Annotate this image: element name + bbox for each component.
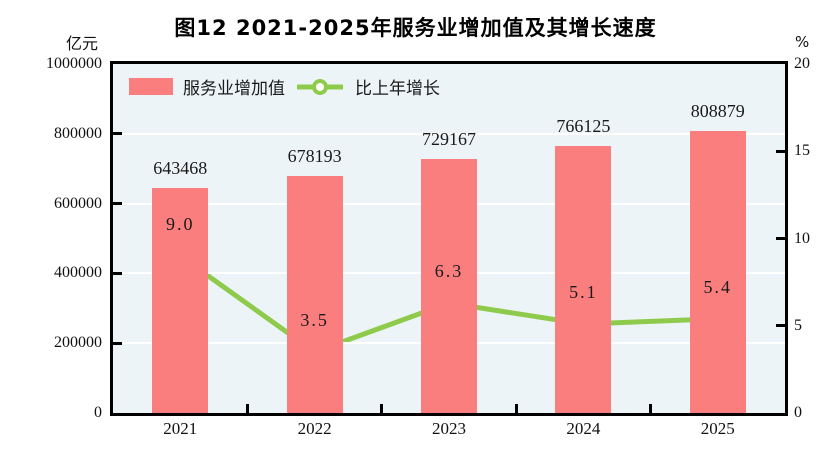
growth-value-label-2024: 5.1 [569,282,598,302]
growth-value-label-2022: 3.5 [300,309,329,330]
plot-area: 服务业增加值 比上年增长 643468 9.0 678193 3.5 729167 6.3… [110,61,788,416]
bar-value-label-2022: 678193 [287,146,342,167]
x-axis-label-2023: 2023 [432,419,466,438]
chart-title: 图12 2021-2025年服务业增加值及其增长速度 [174,16,657,40]
growth-value-label-2021: 9.0 [165,213,195,234]
legend-bar-swatch [129,78,173,95]
legend: 服务业增加值 比上年增长 [129,74,440,99]
bar-2025 [689,130,746,413]
bar-2023 [421,158,477,413]
left-axis-tickmark [113,271,122,275]
legend-label-line-series: 比上年增长 [355,79,440,99]
left-axis-tick-1000000: 1000000 [46,55,102,72]
growth-value-label-2023: 6.3 [434,261,464,282]
bar-value-label-2025: 808879 [690,100,745,121]
right-axis-tickmark [776,324,785,328]
right-axis-tick-0: 0 [794,404,802,421]
x-axis-tickmark [649,404,653,413]
right-axis-tick-5: 5 [794,316,802,334]
x-axis-label-2025: 2025 [700,419,735,438]
right-axis-tickmark [776,149,785,153]
legend-label-bar-series: 服务业增加值 [183,79,285,99]
left-axis-tickmark [113,202,122,206]
left-axis-tickmark [113,341,122,345]
bar-value-label-2023: 729167 [422,128,476,149]
right-axis-tickmark [776,237,785,240]
right-axis-tick-15: 15 [794,142,810,160]
gridline [113,132,785,135]
right-axis-tick-10: 10 [794,229,810,247]
x-axis-tickmark [380,404,384,413]
right-axis-tick-20: 20 [794,55,810,72]
bar-2022 [286,176,343,413]
left-axis-tickmark [113,132,122,136]
x-axis-label-2021: 2021 [163,419,198,438]
x-axis-label-2022: 2022 [297,419,332,438]
x-axis-label-2024: 2024 [566,419,601,438]
bar-2021 [152,188,209,413]
right-axis-unit-label: % [795,33,810,51]
x-axis-tickmark [514,404,518,413]
left-axis-tick-0: 0 [94,404,102,421]
left-axis-unit-label: 亿元 [65,34,98,53]
bar-value-label-2021: 643468 [153,158,208,179]
legend-line-marker-icon [297,78,343,95]
x-axis-tickmark [245,404,249,413]
left-axis-tick-200000: 200000 [54,334,102,352]
bar-2024 [555,145,612,413]
left-axis-tick-600000: 600000 [54,194,102,212]
bar-value-label-2024: 766125 [556,115,611,136]
left-axis-tick-800000: 800000 [54,124,102,142]
left-axis-tick-400000: 400000 [54,264,102,282]
growth-value-label-2025: 5.4 [703,276,733,297]
